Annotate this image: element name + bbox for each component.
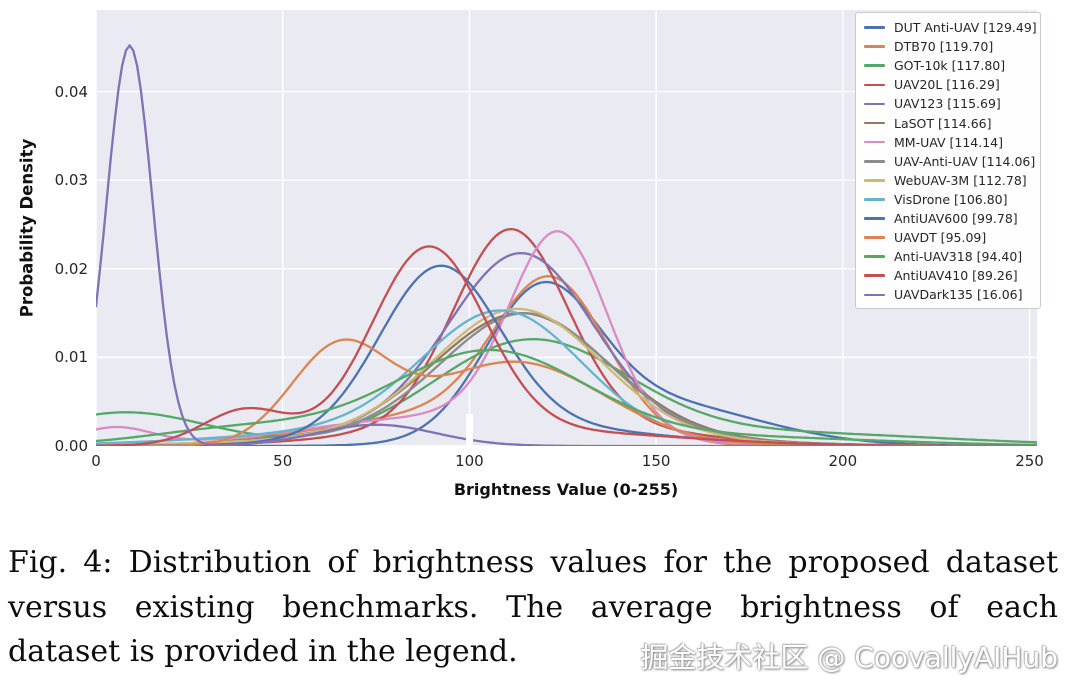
- legend-label: UAV123 [115.69]: [894, 96, 1001, 112]
- legend-label: Anti-UAV318 [94.40]: [894, 249, 1023, 265]
- legend-line-swatch: [864, 121, 885, 125]
- legend-line-swatch: [864, 198, 885, 201]
- kde-curve-uavdt: [96, 338, 1037, 446]
- legend-label: LaSOT [114.66]: [894, 115, 992, 131]
- x-tick-label: 200: [828, 452, 858, 470]
- legend-item-lasot: LaSOT [114.66]: [856, 113, 1040, 132]
- legend-label: GOT-10k [117.80]: [894, 58, 1006, 74]
- y-axis-label: Probability Density: [17, 138, 37, 318]
- legend-line-swatch: [864, 83, 885, 87]
- legend-item-webuav-3m: WebUAV-3M [112.78]: [856, 171, 1040, 190]
- stitch-seam-artifact: [466, 414, 473, 446]
- x-tick-label: 100: [455, 452, 484, 470]
- y-tick-label: 0.02: [54, 259, 88, 278]
- legend-item-dut-anti-uav: DUT Anti-UAV [129.49]: [856, 18, 1040, 37]
- legend-item-visdrone: VisDrone [106.80]: [856, 190, 1040, 209]
- legend-label: AntiUAV410 [89.26]: [894, 268, 1018, 284]
- legend-item-antiuav410: AntiUAV410 [89.26]: [856, 266, 1040, 285]
- legend-item-uav-anti-uav: UAV-Anti-UAV [114.06]: [856, 152, 1040, 171]
- y-tick-label: 0.03: [54, 171, 88, 190]
- legend-label: WebUAV-3M [112.78]: [894, 172, 1027, 188]
- x-tick-label: 250: [1015, 452, 1044, 470]
- y-tick-label: 0.00: [54, 437, 88, 455]
- legend-label: UAVDT [95.09]: [894, 230, 987, 246]
- legend-label: MM-UAV [114.14]: [894, 134, 1003, 150]
- legend-line-swatch: [864, 159, 885, 163]
- y-tick-label: 0.04: [54, 82, 88, 101]
- kde-chart-canvas: [96, 10, 1037, 446]
- legend: DUT Anti-UAV [129.49] DTB70 [119.70] GOT-1…: [855, 12, 1041, 310]
- legend-label: UAV20L [116.29]: [894, 77, 1000, 93]
- legend-item-mm-uav: MM-UAV [114.14]: [856, 133, 1040, 152]
- x-tick-label: 150: [641, 452, 671, 470]
- legend-item-antiuav600: AntiUAV600 [99.78]: [856, 209, 1040, 228]
- caption-line: versus existing benchmarks. The average …: [8, 589, 1058, 625]
- legend-label: DUT Anti-UAV [129.49]: [894, 20, 1037, 36]
- caption-line: Fig. 4: Distribution of brightness value…: [8, 545, 1058, 580]
- figure-caption: Fig. 4: Distribution of brightness value…: [8, 541, 1058, 675]
- x-tick-label: 50: [273, 452, 293, 470]
- legend-item-uavdark135: UAVDark135 [16.06]: [856, 285, 1040, 304]
- legend-item-uavdt: UAVDT [95.09]: [856, 228, 1040, 247]
- legend-item-dtb70: DTB70 [119.70]: [856, 37, 1040, 56]
- legend-item-anti-uav318: Anti-UAV318 [94.40]: [856, 247, 1040, 266]
- legend-line-swatch: [864, 236, 885, 239]
- y-tick-label: 0.01: [54, 348, 88, 367]
- kde-curve-got-10k: [96, 338, 1037, 444]
- kde-curve-uavdark135: [96, 44, 1037, 446]
- kde-curve-dut-anti-uav: [96, 280, 1037, 446]
- legend-item-uav123: UAV123 [115.69]: [856, 94, 1040, 113]
- legend-line-swatch: [864, 102, 885, 106]
- legend-label: UAVDark135 [16.06]: [894, 287, 1023, 303]
- legend-line-swatch: [864, 26, 885, 29]
- legend-line-swatch: [864, 255, 885, 258]
- brightness-distribution-figure: Probability Density Brightness Value (0-…: [17, 10, 1044, 499]
- legend-line-swatch: [864, 293, 885, 297]
- legend-line-swatch: [864, 64, 885, 68]
- legend-label: DTB70 [119.70]: [894, 39, 994, 55]
- legend-line-swatch: [864, 217, 885, 220]
- legend-line-swatch: [864, 140, 885, 144]
- legend-label: VisDrone [106.80]: [894, 191, 1008, 207]
- legend-line-swatch: [864, 274, 885, 278]
- legend-line-swatch: [864, 45, 885, 48]
- legend-label: AntiUAV600 [99.78]: [894, 210, 1018, 226]
- kde-curve-anti-uav318: [96, 348, 1037, 446]
- watermark: 掘金技术社区 @ CoovallyAIHub: [640, 641, 1058, 674]
- legend-label: UAV-Anti-UAV [114.06]: [894, 153, 1036, 169]
- legend-line-swatch: [864, 179, 885, 182]
- caption-line: dataset is provided in the legend.: [8, 634, 518, 669]
- x-tick-label: 0: [91, 452, 101, 470]
- x-axis-label: Brightness Value (0-255): [453, 480, 679, 499]
- legend-item-got-10k: GOT-10k [117.80]: [856, 56, 1040, 75]
- legend-item-uav20l: UAV20L [116.29]: [856, 75, 1040, 94]
